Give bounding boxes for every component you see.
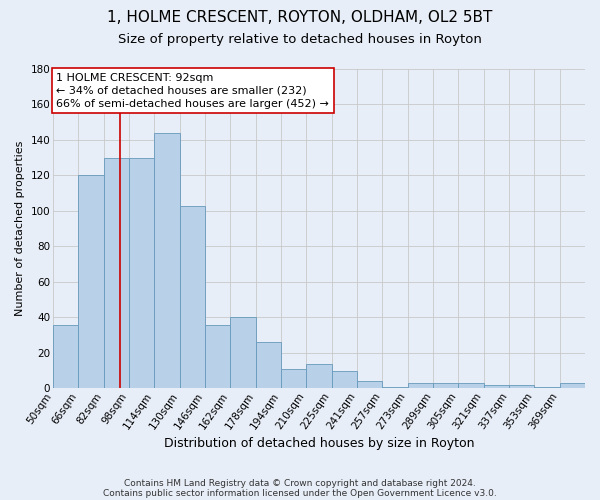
Text: 1 HOLME CRESCENT: 92sqm
← 34% of detached houses are smaller (232)
66% of semi-d: 1 HOLME CRESCENT: 92sqm ← 34% of detache… xyxy=(56,72,329,109)
Bar xyxy=(458,383,484,388)
Text: Size of property relative to detached houses in Royton: Size of property relative to detached ho… xyxy=(118,32,482,46)
Bar xyxy=(104,158,129,388)
Bar xyxy=(53,324,79,388)
Bar xyxy=(256,342,281,388)
Bar xyxy=(357,382,382,388)
Y-axis label: Number of detached properties: Number of detached properties xyxy=(15,141,25,316)
X-axis label: Distribution of detached houses by size in Royton: Distribution of detached houses by size … xyxy=(164,437,474,450)
Bar xyxy=(154,133,180,388)
Bar xyxy=(129,158,154,388)
Bar xyxy=(484,385,509,388)
Bar xyxy=(205,324,230,388)
Text: Contains HM Land Registry data © Crown copyright and database right 2024.: Contains HM Land Registry data © Crown c… xyxy=(124,478,476,488)
Bar xyxy=(433,383,458,388)
Bar xyxy=(281,369,307,388)
Bar xyxy=(382,386,407,388)
Bar xyxy=(407,383,433,388)
Bar xyxy=(79,176,104,388)
Bar xyxy=(307,364,332,388)
Text: 1, HOLME CRESCENT, ROYTON, OLDHAM, OL2 5BT: 1, HOLME CRESCENT, ROYTON, OLDHAM, OL2 5… xyxy=(107,10,493,25)
Bar xyxy=(560,383,585,388)
Bar xyxy=(535,386,560,388)
Bar xyxy=(230,318,256,388)
Bar xyxy=(332,370,357,388)
Bar xyxy=(509,385,535,388)
Text: Contains public sector information licensed under the Open Government Licence v3: Contains public sector information licen… xyxy=(103,488,497,498)
Bar xyxy=(180,206,205,388)
